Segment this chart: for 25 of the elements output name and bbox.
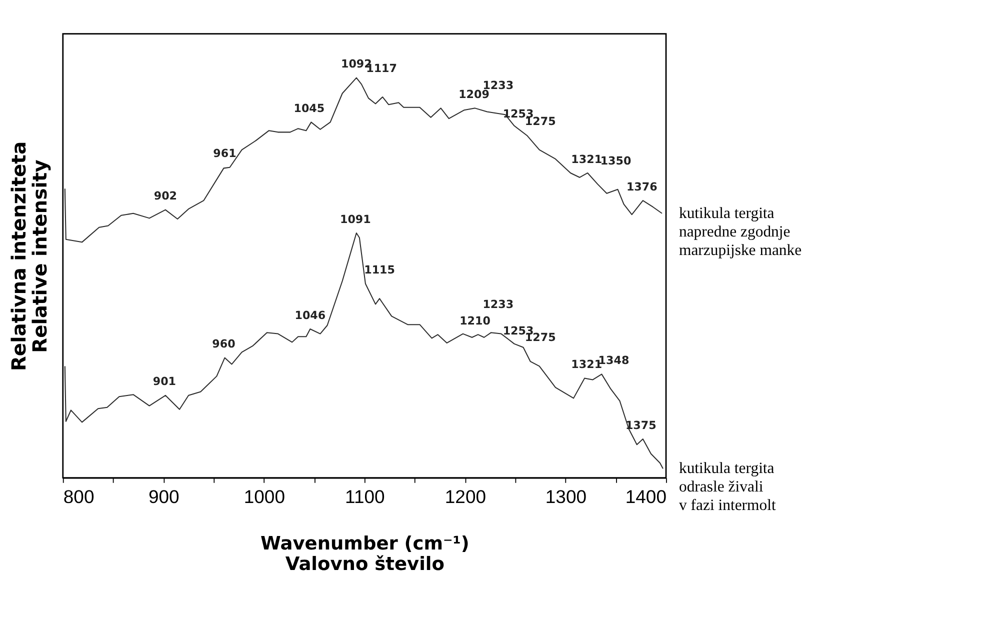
x-tick-label: 800 xyxy=(63,486,94,508)
annotation: 1376 xyxy=(626,180,658,194)
x-tick-label: 1400 xyxy=(625,486,666,508)
y-axis-title: Relativna intenziteta Relative intensity xyxy=(7,141,52,372)
annotation: 901 xyxy=(152,375,176,388)
annotation: 1209 xyxy=(458,88,490,102)
x-tick-label: 900 xyxy=(148,486,180,508)
annotation: 1091 xyxy=(340,212,371,226)
annotation: 960 xyxy=(212,338,236,351)
annotation: 1046 xyxy=(294,308,326,322)
series-label: kutikula tergita napredne zgodnje marzupijske manke xyxy=(678,205,802,260)
annotation: 1350 xyxy=(600,154,632,168)
annotation: 1233 xyxy=(482,298,514,312)
annotation: 1321 xyxy=(571,152,602,166)
annotation: 1115 xyxy=(364,264,395,277)
annotation: 902 xyxy=(154,190,178,203)
x-axis-title: Wavenumber (cm⁻¹) Valovno število xyxy=(260,533,470,575)
annotation: 961 xyxy=(213,147,236,160)
x-tick-label: 1300 xyxy=(545,486,587,508)
series-label: kutikula tergita odrasle živali v fazi intermolt xyxy=(678,460,776,514)
x-tick-label: 1200 xyxy=(444,486,486,508)
x-tick-label: 1100 xyxy=(345,486,385,508)
annotation: 1045 xyxy=(294,102,325,116)
annotation: 1210 xyxy=(460,314,491,328)
x-tick-label: 1000 xyxy=(244,486,285,508)
